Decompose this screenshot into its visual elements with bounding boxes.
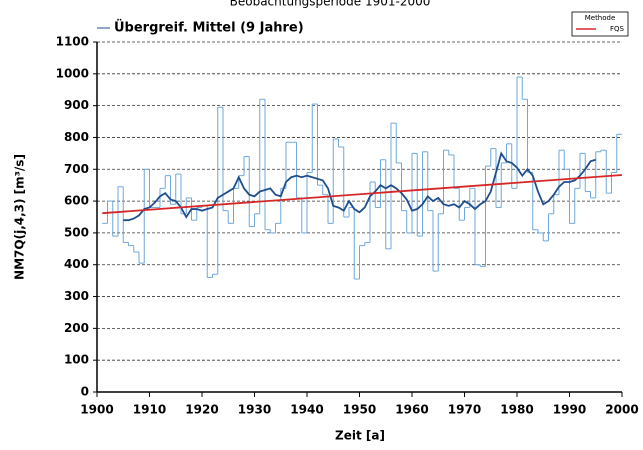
y-tick-label: 200 (64, 321, 89, 335)
step-riser (107, 77, 618, 280)
y-tick-label: 0 (81, 385, 89, 399)
y-tick-label: 500 (64, 225, 89, 239)
legend-box (571, 11, 629, 37)
chart-title: Beobachtungsperiode 1901-2000 (230, 0, 431, 9)
x-tick-label: 1920 (185, 403, 218, 417)
series-line (123, 151, 597, 222)
y-tick-label: 700 (64, 162, 89, 176)
y-tick-label: 100 (64, 353, 89, 367)
y-axis-label: NM7Q(j,4,3) [m³/s] (13, 154, 27, 280)
y-tick-label: 900 (64, 98, 89, 112)
x-tick-label: 1930 (238, 403, 271, 417)
legend-title: Methode (585, 14, 616, 22)
y-tick-label: 600 (64, 194, 89, 208)
x-tick-label: 1990 (553, 403, 586, 417)
y-tick-label: 1000 (56, 66, 89, 80)
x-tick-label: 1950 (343, 403, 376, 417)
y-tick-label: 300 (64, 289, 89, 303)
legend-label: FQS (610, 25, 625, 33)
y-tick-label: 400 (64, 257, 89, 271)
x-tick-label: 1980 (500, 403, 533, 417)
x-tick-label: 2000 (605, 403, 638, 417)
x-tick-label: 1940 (290, 403, 323, 417)
x-tick-label: 1910 (133, 403, 166, 417)
series-line (102, 174, 623, 215)
y-tick-label: 800 (64, 130, 89, 144)
legend-label: Übergreif. Mittel (9 Jahre) (114, 20, 304, 36)
x-tick-label: 1970 (448, 403, 481, 417)
x-tick-label: 1960 (395, 403, 428, 417)
x-axis-label: Zeit [a] (335, 429, 385, 443)
x-tick-label: 1900 (80, 403, 113, 417)
y-tick-label: 1100 (56, 35, 89, 49)
